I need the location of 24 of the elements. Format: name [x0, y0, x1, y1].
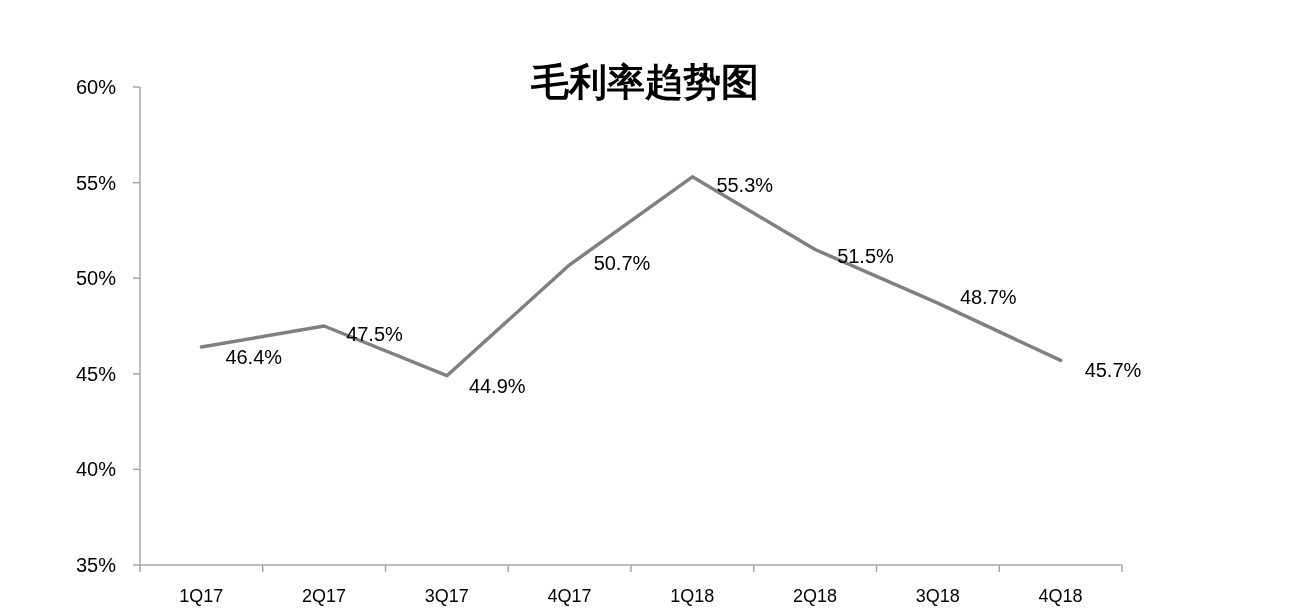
- y-tick-label: 40%: [75, 458, 117, 481]
- data-label: 48.7%: [959, 286, 1017, 309]
- x-tick-label: 4Q17: [547, 586, 592, 606]
- data-label: 47.5%: [346, 323, 404, 345]
- x-tick-label: 1Q18: [670, 586, 715, 606]
- x-tick-label: 4Q18: [1038, 586, 1083, 606]
- data-label: 55.3%: [716, 173, 774, 196]
- x-tick-label: 1Q17: [179, 586, 224, 606]
- x-tick-label: 3Q18: [915, 586, 960, 606]
- y-tick-label: 35%: [75, 554, 117, 576]
- data-label: 44.9%: [468, 374, 526, 397]
- x-tick-label: 2Q18: [793, 586, 838, 606]
- line-series: [199, 175, 1063, 378]
- y-tick-label: 50%: [75, 267, 117, 290]
- data-label: 45.7%: [1084, 359, 1142, 382]
- data-label: 50.7%: [593, 251, 651, 274]
- chart-title: 毛利率趋势图: [530, 61, 759, 103]
- y-tick-label: 45%: [75, 362, 117, 385]
- data-label: 46.4%: [225, 346, 283, 369]
- x-tick-label: 3Q17: [424, 586, 469, 606]
- y-tick-label: 60%: [75, 76, 117, 98]
- data-label: 51.5%: [837, 244, 895, 267]
- x-tick-label: 2Q17: [302, 586, 347, 606]
- y-tick-label: 55%: [75, 171, 117, 194]
